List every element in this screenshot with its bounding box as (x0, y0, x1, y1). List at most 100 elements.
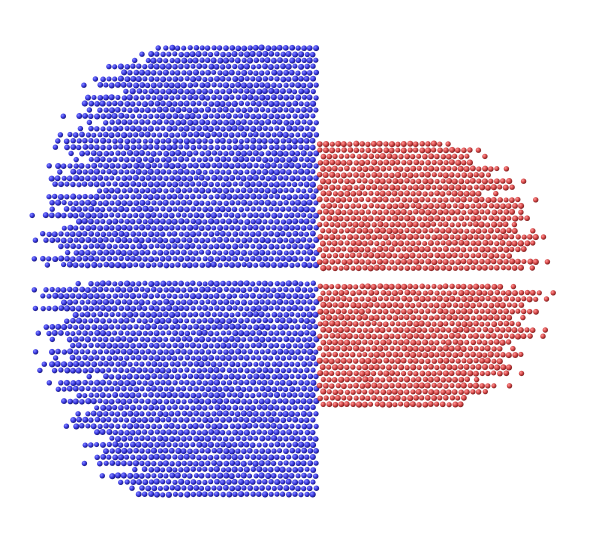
atom-sphere (309, 453, 316, 461)
atom-sphere (329, 246, 336, 253)
atom-sphere (223, 472, 230, 479)
atom-sphere (289, 200, 296, 206)
atom-sphere (449, 295, 456, 302)
atom-sphere (247, 460, 253, 466)
atom-sphere (431, 234, 438, 241)
atom-sphere (385, 252, 393, 259)
atom-sphere (267, 404, 274, 411)
atom-sphere (58, 231, 64, 237)
atom-sphere (75, 411, 81, 417)
atom-sphere (437, 246, 443, 253)
atom-sphere (283, 213, 289, 219)
atom-sphere (106, 379, 112, 386)
atom-sphere (225, 354, 232, 362)
atom-sphere (268, 230, 274, 237)
atom-sphere (235, 70, 241, 76)
atom-sphere (129, 392, 136, 399)
atom-sphere (395, 234, 402, 240)
atom-sphere (270, 162, 277, 169)
atom-sphere (448, 345, 455, 352)
atom-sphere (223, 119, 230, 126)
atom-sphere (297, 125, 305, 132)
atom-sphere (253, 262, 259, 268)
atom-sphere (285, 280, 292, 287)
atom-sphere (120, 336, 127, 342)
atom-sphere (506, 314, 513, 321)
atom-sphere (326, 190, 332, 197)
atom-sphere (225, 101, 232, 107)
atom-sphere (256, 404, 262, 410)
atom-sphere (320, 314, 326, 321)
atom-sphere (490, 258, 497, 265)
atom-sphere (455, 172, 461, 178)
atom-sphere (283, 473, 289, 479)
atom-sphere (247, 399, 253, 405)
atom-sphere (306, 398, 313, 405)
atom-sphere (181, 473, 187, 479)
atom-sphere (292, 293, 299, 300)
atom-sphere (171, 88, 178, 95)
atom-sphere (470, 240, 477, 246)
atom-sphere (175, 200, 181, 206)
atom-sphere (184, 113, 191, 120)
atom-sphere (442, 233, 449, 241)
atom-sphere (247, 187, 253, 194)
atom-sphere (253, 336, 260, 343)
atom-sphere (106, 126, 112, 132)
atom-sphere (247, 69, 253, 76)
atom-sphere (196, 392, 202, 399)
atom-sphere (76, 355, 82, 361)
atom-sphere (115, 199, 122, 207)
atom-sphere (291, 125, 298, 132)
atom-sphere (452, 352, 459, 359)
atom-sphere (479, 321, 485, 327)
atom-sphere (220, 404, 227, 411)
atom-sphere (240, 131, 248, 138)
atom-sphere (265, 411, 272, 417)
atom-sphere (475, 389, 482, 395)
atom-sphere (162, 69, 169, 76)
atom-sphere (141, 342, 148, 349)
atom-sphere (171, 367, 178, 374)
atom-sphere (163, 162, 170, 169)
atom-sphere (187, 82, 194, 89)
atom-sphere (157, 225, 164, 232)
atom-sphere (271, 361, 277, 367)
atom-sphere (223, 45, 229, 51)
atom-sphere (289, 250, 295, 256)
atom-sphere (214, 305, 220, 311)
atom-sphere (159, 367, 166, 374)
atom-sphere (283, 485, 290, 492)
atom-sphere (359, 296, 365, 302)
atom-sphere (274, 330, 280, 336)
atom-sphere (103, 175, 109, 181)
atom-sphere (106, 76, 112, 82)
atom-sphere (132, 57, 138, 64)
atom-sphere (310, 379, 317, 386)
atom-sphere (205, 224, 212, 231)
atom-sphere (235, 485, 242, 492)
atom-sphere (312, 436, 319, 442)
atom-sphere (229, 82, 235, 89)
atom-sphere (463, 314, 470, 321)
atom-sphere (238, 100, 244, 107)
atom-sphere (297, 305, 304, 312)
atom-sphere (332, 327, 339, 333)
atom-sphere (484, 283, 491, 290)
atom-sphere (268, 466, 274, 473)
atom-sphere (403, 314, 410, 321)
atom-sphere (386, 227, 393, 235)
atom-sphere (291, 138, 298, 145)
atom-sphere (503, 197, 509, 203)
atom-sphere (454, 197, 461, 203)
atom-sphere (234, 162, 241, 169)
atom-sphere (87, 218, 94, 225)
atom-sphere (159, 454, 166, 461)
atom-sphere (520, 178, 527, 184)
atom-sphere (108, 107, 116, 114)
atom-sphere (250, 379, 257, 386)
atom-sphere (151, 361, 158, 368)
atom-sphere (123, 243, 130, 250)
atom-sphere (286, 454, 292, 460)
atom-sphere (265, 435, 271, 441)
